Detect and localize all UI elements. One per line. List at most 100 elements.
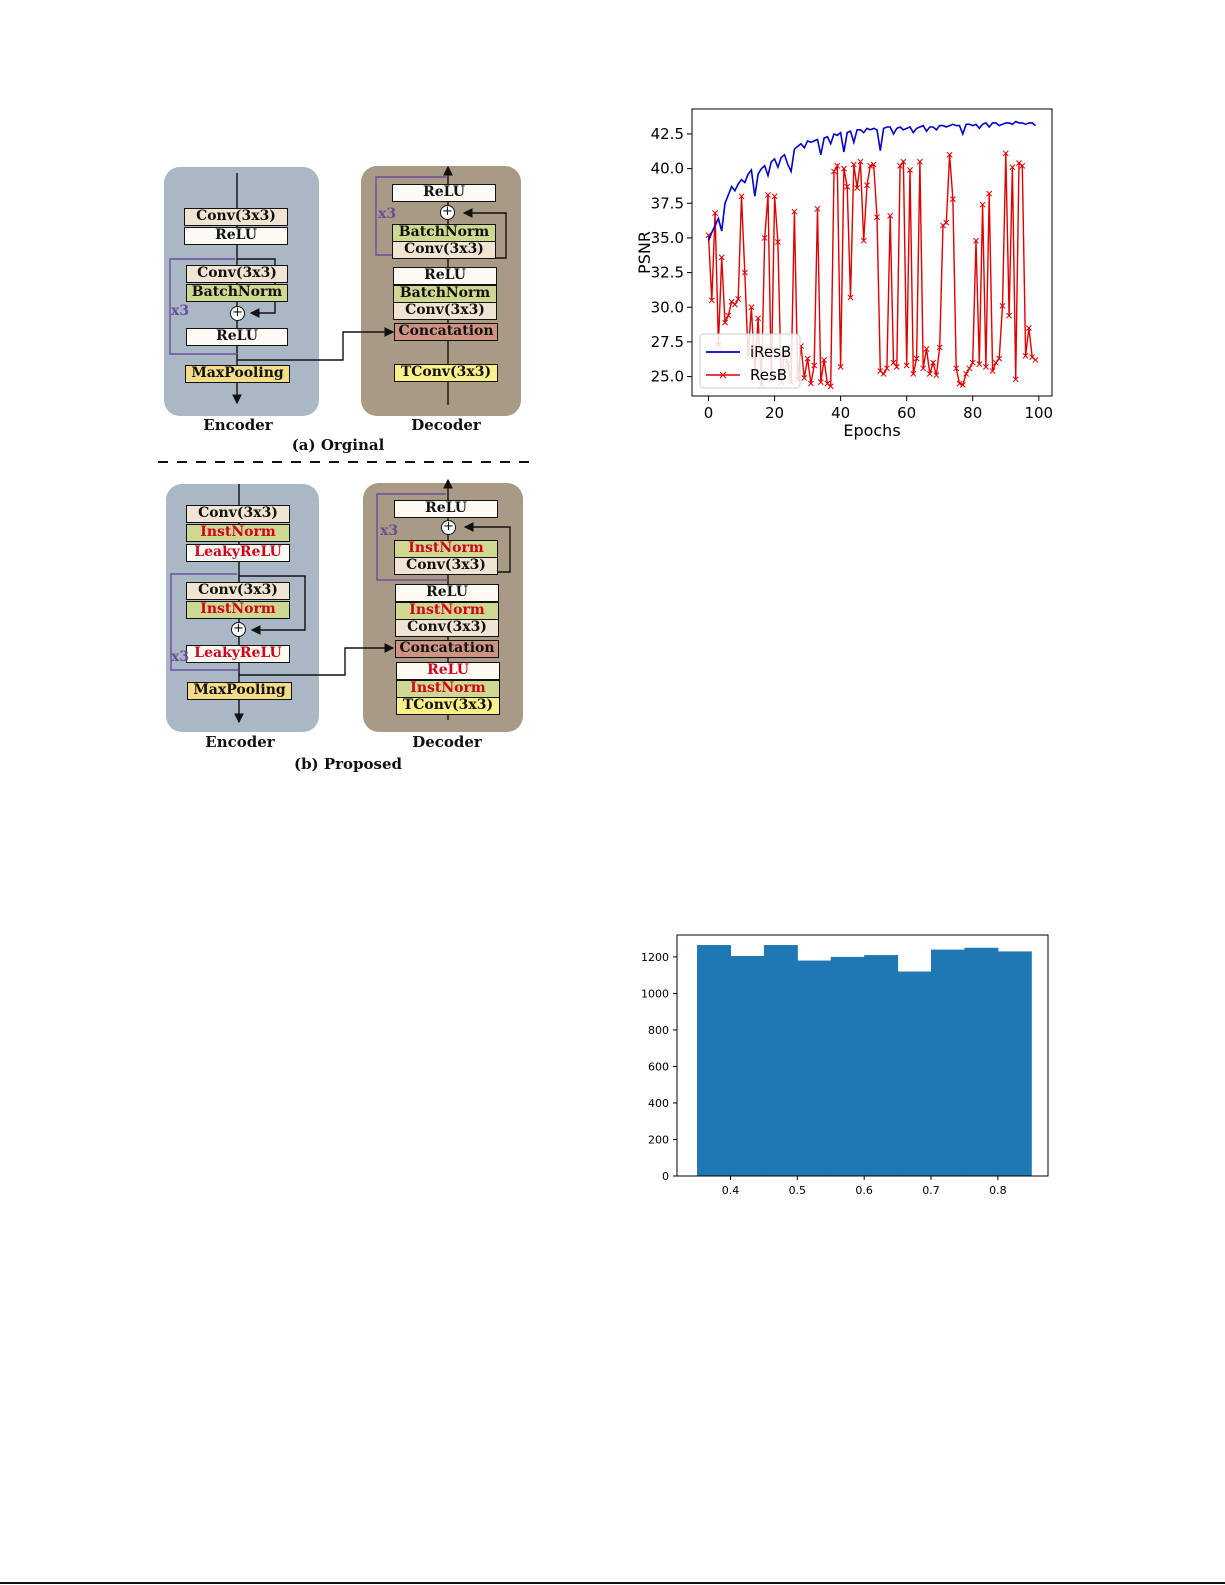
resb-point: [1022, 352, 1029, 359]
resb-point: [966, 365, 973, 372]
y-tick-label: 32.5: [651, 264, 684, 282]
figure-separator: [158, 461, 534, 463]
resb-point: [857, 158, 864, 165]
chart-legend: iResB ResB: [699, 333, 801, 389]
resb-point: [959, 381, 966, 388]
resb-point: [999, 302, 1006, 309]
resb-point: [791, 208, 798, 215]
resb-point: [874, 214, 880, 221]
resb-point: [946, 151, 953, 158]
resb-point: [963, 370, 970, 377]
hist-frame: [676, 934, 1049, 1177]
x-tick-label: 80: [963, 404, 982, 422]
dec-b-conv-mid: Conv(3x3): [395, 619, 499, 637]
resb-point: [867, 162, 874, 169]
resb-point: [890, 359, 897, 366]
hist-x-tick-label: 0.6: [855, 1184, 873, 1197]
enc-b-instnorm-top: InstNorm: [186, 524, 290, 542]
dec-a-conv-res: Conv(3x3): [392, 241, 496, 259]
hist-bar: [697, 945, 731, 1176]
resb-point: [920, 365, 927, 372]
enc-b-repeat-label: x3: [171, 649, 190, 665]
resb-point: [827, 383, 834, 390]
hist-y-tick-label: 800: [648, 1024, 669, 1037]
resb-point: [860, 237, 867, 244]
dec-a-label: Decoder: [411, 416, 481, 434]
dec-b-conv-res: Conv(3x3): [394, 557, 498, 575]
y-tick-label: 40.0: [651, 160, 684, 178]
dec-b-relu-low: ReLU: [396, 662, 500, 680]
resb-point: [807, 380, 814, 387]
hist-y-tick-label: 0: [662, 1170, 669, 1183]
resb-point: [897, 162, 904, 169]
enc-b-add-icon: +: [231, 622, 246, 637]
hist-bar: [964, 947, 999, 1176]
dec-a-bn-mid: BatchNorm: [393, 285, 497, 303]
dec-a-tconv: TConv(3x3): [394, 364, 498, 382]
resb-point: [1009, 164, 1016, 171]
enc-a-maxpool: MaxPooling: [185, 365, 290, 383]
hist-bar: [897, 971, 932, 1176]
enc-b-conv-top: Conv(3x3): [186, 505, 290, 523]
x-tick-label: 0: [704, 404, 714, 422]
resb-point: [831, 168, 837, 175]
resb-point: [748, 304, 755, 311]
resb-point: [801, 375, 808, 381]
resb-point: [811, 362, 818, 369]
resb-point: [887, 212, 894, 219]
resb-point: [821, 356, 828, 363]
resb-point: [712, 210, 719, 216]
resb-point: [755, 315, 762, 322]
resb-point: [741, 269, 748, 276]
legend-resb-label: ResB: [750, 366, 787, 384]
resb-point: [731, 301, 738, 308]
y-tick-label: 37.5: [651, 194, 684, 212]
resb-point: [844, 183, 851, 190]
resb-point: [992, 359, 999, 366]
resb-point: [923, 345, 930, 352]
y-tick-label: 30.0: [651, 298, 684, 316]
hist-bar: [797, 960, 832, 1176]
resb-point: [774, 239, 781, 246]
enc-b-label: Encoder: [205, 733, 275, 751]
resb-point: [916, 158, 923, 165]
resb-point: [926, 370, 933, 377]
resb-point: [903, 362, 910, 369]
hist-bar: [864, 955, 899, 1176]
resb-point: [907, 167, 913, 173]
dec-a-repeat-label: x3: [378, 206, 397, 222]
y-tick-label: 27.5: [651, 333, 684, 351]
resb-point: [817, 379, 824, 386]
enc-a-add-icon: +: [230, 306, 245, 321]
resb-point: [718, 254, 725, 261]
resb-point: [1012, 376, 1019, 383]
dec-b-concat: Concatation: [395, 640, 499, 658]
histogram-chart: 0.4 0.5 0.6 0.7 0.8 0 200 400 600 800 1000 1200: [641, 934, 1049, 1197]
enc-a-conv-top: Conv(3x3): [184, 208, 288, 226]
enc-b-instnorm-res: InstNorm: [186, 601, 290, 619]
resb-point: [854, 185, 861, 191]
enc-a-relu-top: ReLU: [184, 227, 288, 245]
enc-a-bn-res: BatchNorm: [186, 284, 288, 302]
resb-point: [1019, 162, 1026, 169]
resb-point: [708, 297, 715, 304]
psnr-line-chart: 0 20 40 60 80 100 25.0 27.5 30.0 32.5 35.0 37.5 40.0…: [635, 108, 1053, 440]
legend-iresb-label: iResB: [750, 343, 791, 361]
dec-b-instnorm-mid: InstNorm: [395, 602, 499, 620]
enc-a-label: Encoder: [203, 416, 273, 434]
resb-point: [850, 161, 857, 168]
hist-bar: [830, 956, 865, 1176]
y-tick-label: 25.0: [651, 368, 684, 386]
legend-resb-marker: [719, 371, 727, 379]
resb-point: [979, 201, 986, 208]
resb-point: [956, 380, 963, 387]
x-tick-label: 100: [1024, 404, 1053, 422]
resb-point: [804, 355, 811, 362]
hist-y-tick-label: 600: [648, 1060, 669, 1073]
hist-x-tick-label: 0.5: [789, 1184, 807, 1197]
hist-bar: [931, 949, 965, 1176]
resb-point: [834, 162, 841, 169]
resb-point: [973, 237, 979, 244]
resb-point: [910, 370, 917, 377]
resb-point: [771, 193, 778, 200]
